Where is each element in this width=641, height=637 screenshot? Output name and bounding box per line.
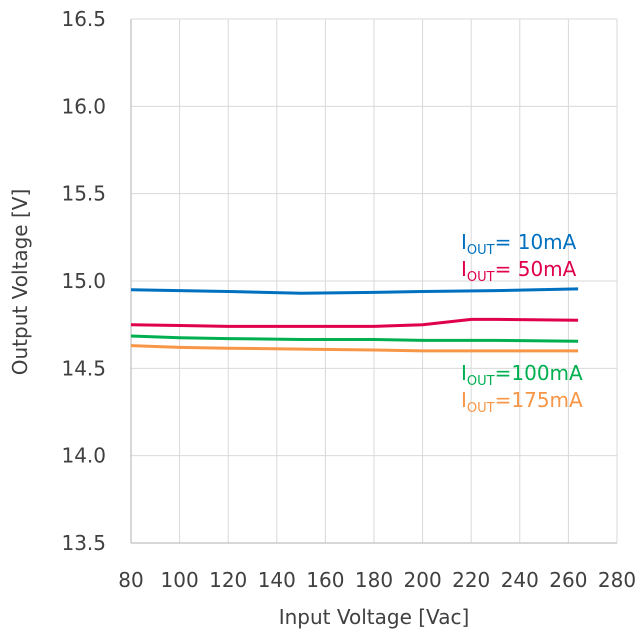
series-lines bbox=[130, 287, 579, 353]
series-label-4: IOUT=175mA bbox=[461, 388, 583, 416]
y-axis-title: Output Voltage [V] bbox=[8, 189, 32, 376]
x-tick-label: 100 bbox=[161, 568, 199, 592]
series-line-1 bbox=[130, 287, 579, 295]
y-tick-label: 14.5 bbox=[61, 356, 106, 380]
series-label-2: IOUT= 50mA bbox=[461, 257, 577, 285]
series-line-3 bbox=[130, 334, 579, 343]
x-tick-label: 280 bbox=[598, 568, 636, 592]
x-tick-label: 120 bbox=[209, 568, 247, 592]
x-axis-title: Input Voltage [Vac] bbox=[279, 605, 470, 629]
y-tick-label: 16.5 bbox=[61, 7, 106, 31]
x-tick-label: 220 bbox=[452, 568, 490, 592]
grid bbox=[131, 18, 618, 543]
series-line-4 bbox=[130, 344, 579, 353]
x-tick-label: 200 bbox=[404, 568, 442, 592]
x-tick-label: 160 bbox=[306, 568, 344, 592]
series-label-1: IOUT= 10mA bbox=[461, 230, 577, 258]
x-tick-label: 180 bbox=[355, 568, 393, 592]
series-line-2 bbox=[130, 317, 579, 328]
x-tick-label: 260 bbox=[549, 568, 587, 592]
axes: 80 100 120 140 160 180 200 220 240 260 280 13.5 14.0… bbox=[61, 7, 636, 592]
y-tick-label: 13.5 bbox=[61, 531, 106, 555]
y-tick-label: 14.0 bbox=[61, 444, 106, 468]
y-tick-label: 15.0 bbox=[61, 269, 106, 293]
x-tick-label: 80 bbox=[118, 568, 143, 592]
x-tick-label: 240 bbox=[501, 568, 539, 592]
y-tick-label: 16.0 bbox=[61, 94, 106, 118]
x-tick-label: 140 bbox=[258, 568, 296, 592]
series-label-3: IOUT=100mA bbox=[461, 361, 583, 389]
y-tick-label: 15.5 bbox=[61, 182, 106, 206]
